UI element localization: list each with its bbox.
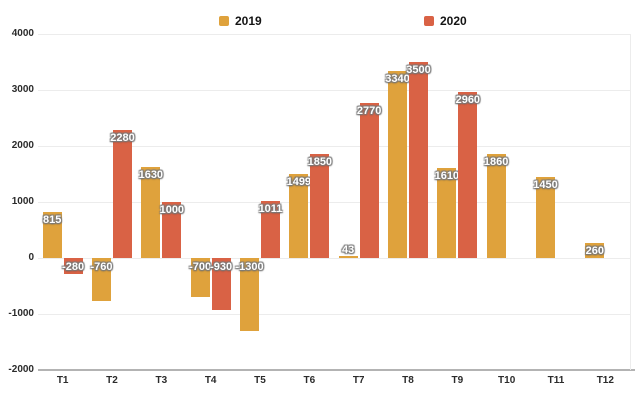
gridline-y4000 <box>38 34 630 35</box>
gridline-y-1000 <box>38 314 630 315</box>
bar-2020-T4[interactable] <box>211 258 231 311</box>
legend-label-2020: 2020 <box>440 14 467 28</box>
x-axis-line <box>38 369 635 371</box>
bar-2020-T2[interactable] <box>113 130 132 258</box>
bar-2019-T5[interactable] <box>240 258 259 331</box>
x-axis-tick-label-T5: T5 <box>254 375 266 386</box>
gridline-y1000 <box>38 202 630 203</box>
x-axis-tick-label-T4: T4 <box>204 375 217 386</box>
y-axis-tick-label: -2000 <box>8 364 34 375</box>
legend-item-2020[interactable]: 2020 <box>424 15 467 27</box>
y-axis-tick-label: 4000 <box>11 28 34 39</box>
bar-2019-T10[interactable] <box>486 153 506 258</box>
bar-2019-T8[interactable] <box>388 70 407 258</box>
x-axis-tick-label-T10: T10 <box>498 375 516 386</box>
legend-swatch-2019 <box>219 16 229 26</box>
plot-right-border <box>630 34 631 370</box>
gridline-y3000 <box>38 90 630 91</box>
bar-2020-T9[interactable] <box>458 92 478 258</box>
x-axis-tick-label-T2: T2 <box>106 375 118 386</box>
x-axis-tick-label-T7: T7 <box>352 375 365 386</box>
bar-2019-T11[interactable] <box>536 176 555 258</box>
bar-2019-T7[interactable] <box>338 255 358 258</box>
bar-2020-T6[interactable] <box>310 154 330 258</box>
x-axis-tick-label-T1: T1 <box>56 375 69 386</box>
bar-2019-T9[interactable] <box>437 167 457 258</box>
bar-2019-T1[interactable] <box>42 212 62 258</box>
x-axis-tick-label-T6: T6 <box>303 375 316 386</box>
legend-item-2019[interactable]: 2019 <box>219 15 262 27</box>
x-axis-tick-label-T9: T9 <box>451 375 464 386</box>
bar-2019-T3[interactable] <box>141 166 161 258</box>
legend-label-2019: 2019 <box>235 14 262 28</box>
x-axis-tick-label-T3: T3 <box>155 375 168 386</box>
y-axis-tick-label: 1000 <box>11 196 34 207</box>
bar-2020-T1[interactable] <box>63 258 83 274</box>
y-axis-tick-label: 3000 <box>11 84 34 95</box>
x-axis-tick-label-T12: T12 <box>596 375 614 386</box>
bar-2019-T6[interactable] <box>289 174 309 258</box>
bar-2020-T3[interactable] <box>162 202 182 258</box>
bar-2020-T5[interactable] <box>261 201 280 258</box>
bar-2019-T2[interactable] <box>92 258 111 301</box>
bar-2020-T8[interactable] <box>409 62 428 258</box>
x-axis-tick-label-T8: T8 <box>402 375 414 386</box>
y-axis-tick-label: 0 <box>28 252 34 263</box>
y-axis-tick-label: 2000 <box>11 140 34 151</box>
chart-legend: 2019 2020 <box>0 15 640 29</box>
legend-swatch-2020 <box>424 16 434 26</box>
gridline-y2000 <box>38 146 630 147</box>
gridline-y0 <box>38 258 630 259</box>
bar-2020-T7[interactable] <box>359 102 379 258</box>
bar-2019-T4[interactable] <box>190 258 210 298</box>
x-axis-tick-label-T11: T11 <box>547 375 565 386</box>
y-axis-tick-label: -1000 <box>8 308 34 319</box>
bar-2019-T12[interactable] <box>585 243 605 258</box>
